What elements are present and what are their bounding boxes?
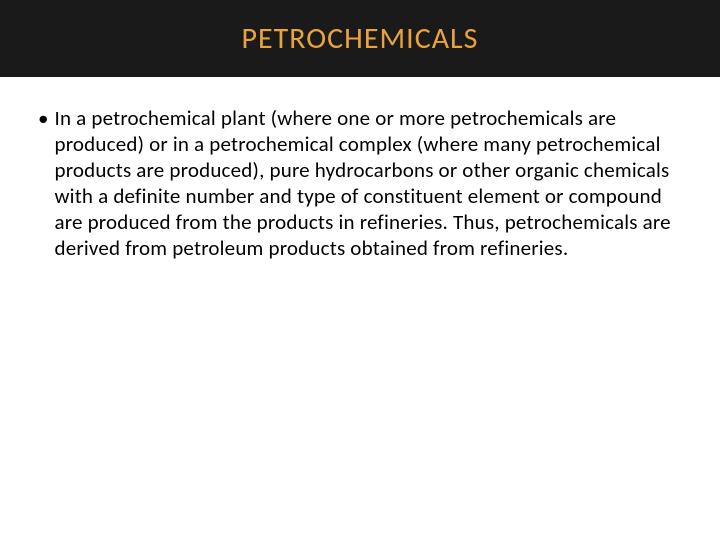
bullet-text: In a petrochemical plant (where one or m… bbox=[54, 105, 682, 261]
slide-body: • In a petrochemical plant (where one or… bbox=[0, 77, 720, 261]
bullet-item: • In a petrochemical plant (where one or… bbox=[38, 105, 682, 261]
slide-header: PETROCHEMICALS bbox=[0, 0, 720, 77]
slide-title: PETROCHEMICALS bbox=[242, 20, 479, 57]
bullet-marker-icon: • bbox=[38, 105, 48, 131]
